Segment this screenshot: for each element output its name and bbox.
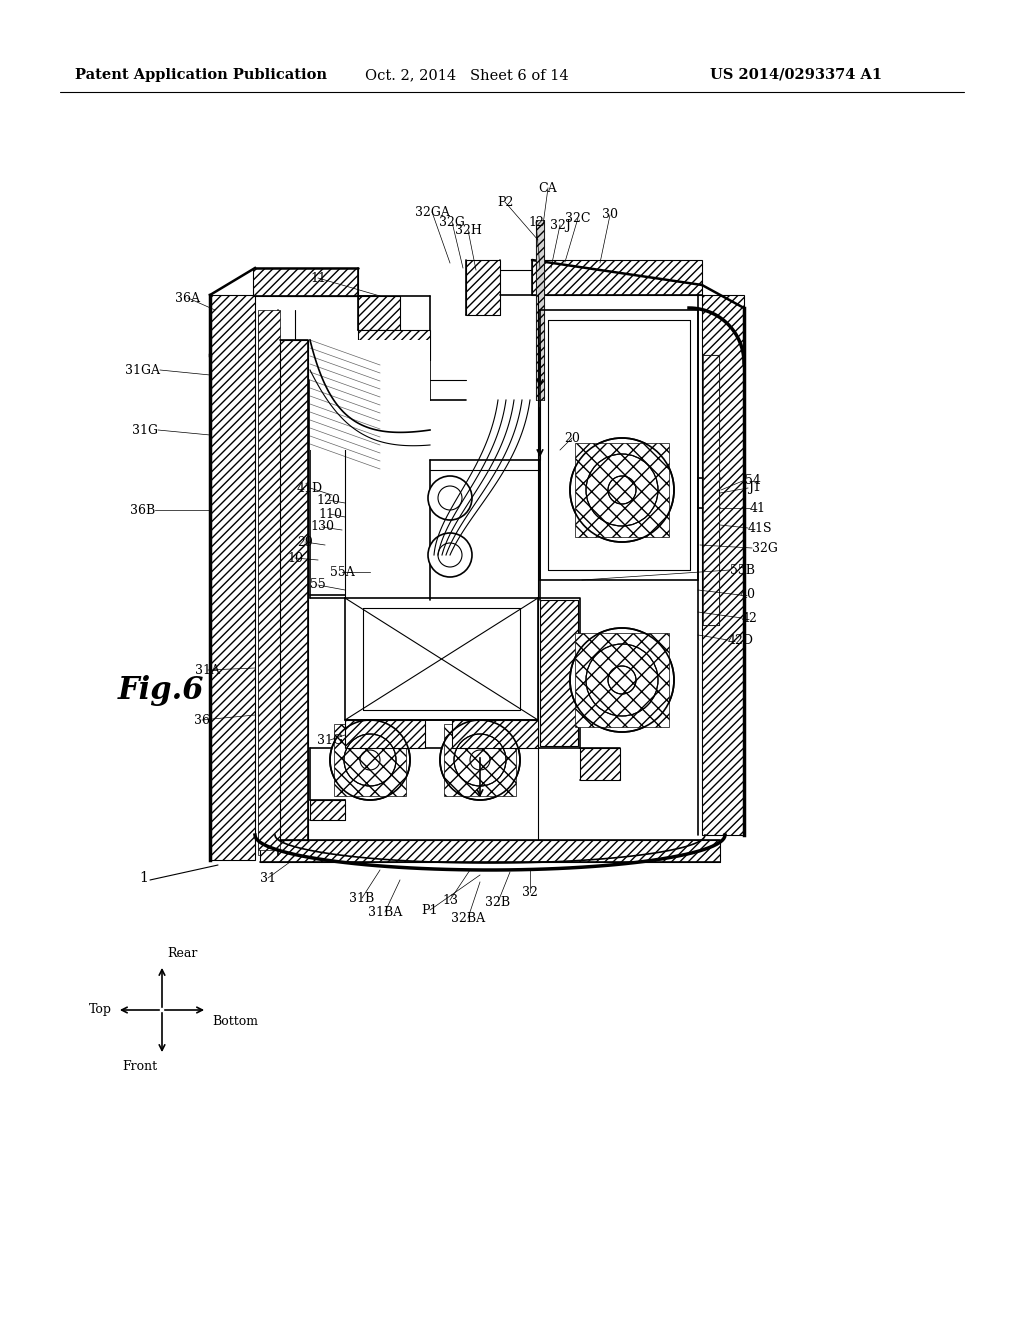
Bar [575,444,669,537]
Bar [452,719,538,748]
Bar [253,268,358,296]
Text: Fig.6: Fig.6 [118,675,205,705]
Bar [310,800,345,820]
Bar [532,260,702,294]
Bar [466,260,500,315]
Text: 41D: 41D [297,482,323,495]
Text: 54: 54 [745,474,761,487]
Text: 29: 29 [297,536,313,549]
Bar [258,310,280,850]
Text: 20: 20 [564,432,580,445]
Bar [280,341,308,840]
Text: 12: 12 [528,215,544,228]
Bar [444,723,516,796]
Text: 10: 10 [287,552,303,565]
Text: 13: 13 [442,894,458,907]
Text: 31G: 31G [132,424,158,437]
Bar [575,634,669,727]
Circle shape [440,719,520,800]
Circle shape [570,438,674,543]
Bar [260,840,720,862]
Text: 32BA: 32BA [451,912,485,924]
Bar [580,748,620,780]
Text: 31BA: 31BA [368,906,402,919]
Text: US 2014/0293374 A1: US 2014/0293374 A1 [710,69,882,82]
Text: 36: 36 [194,714,210,726]
Circle shape [428,477,472,520]
Text: 55B: 55B [730,564,755,577]
Text: 32: 32 [522,886,538,899]
Bar [358,330,430,360]
Text: P1: P1 [422,903,438,916]
Text: 40: 40 [740,589,756,602]
Text: 130: 130 [310,520,334,533]
Text: J1: J1 [748,482,761,495]
Text: 32G: 32G [752,541,778,554]
Text: 42: 42 [742,611,758,624]
Bar [334,723,406,796]
Text: 32J: 32J [550,219,570,231]
Text: Bottom: Bottom [212,1015,258,1028]
Text: 42D: 42D [728,634,754,647]
Text: 32B: 32B [485,895,511,908]
Text: P2: P2 [497,195,513,209]
Text: 36A: 36A [175,292,201,305]
Text: 31A: 31A [196,664,220,676]
Circle shape [330,719,410,800]
Text: 1: 1 [139,871,148,884]
Text: CA: CA [539,181,557,194]
Bar [210,294,255,861]
Text: 31GA: 31GA [125,363,160,376]
Bar [702,294,744,836]
Text: 110: 110 [318,507,342,520]
Text: 41S: 41S [748,521,772,535]
Text: 11: 11 [310,272,326,285]
Text: 55: 55 [310,578,326,591]
Text: 32H: 32H [455,223,481,236]
Bar [258,315,276,855]
Text: Top: Top [89,1003,112,1016]
Bar [310,341,430,450]
Text: Patent Application Publication: Patent Application Publication [75,69,327,82]
Circle shape [570,628,674,733]
Text: 55A: 55A [330,565,354,578]
Circle shape [428,533,472,577]
Text: 30: 30 [602,209,618,222]
Text: 31B: 31B [349,891,375,904]
Bar [540,601,578,746]
Text: 32GA: 32GA [415,206,450,219]
Bar [358,296,400,330]
Text: 120: 120 [316,494,340,507]
Text: Rear: Rear [167,946,198,960]
Text: 31: 31 [260,871,276,884]
Text: Front: Front [122,1060,157,1073]
Bar [703,355,719,624]
Text: Oct. 2, 2014   Sheet 6 of 14: Oct. 2, 2014 Sheet 6 of 14 [365,69,568,82]
Text: 32C: 32C [565,211,591,224]
Text: 41: 41 [750,502,766,515]
Text: 32G: 32G [439,215,465,228]
Bar [345,719,425,748]
Text: 31G: 31G [317,734,343,747]
Text: 36B: 36B [130,503,155,516]
Bar [536,220,544,400]
